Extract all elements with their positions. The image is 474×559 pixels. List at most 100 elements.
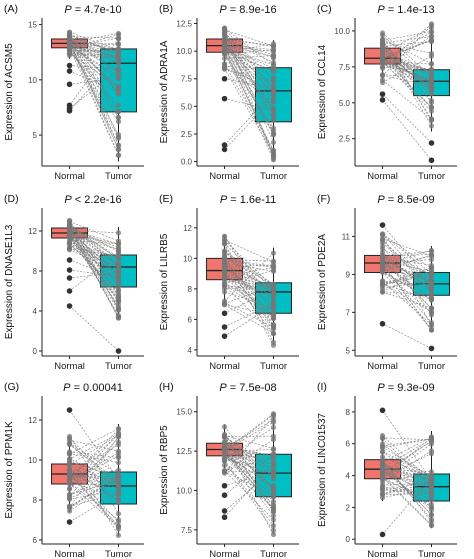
pair-line	[69, 220, 119, 298]
pair-line	[224, 471, 274, 487]
pair-line	[382, 254, 432, 257]
pair-line	[224, 29, 274, 47]
pair-line	[382, 271, 432, 330]
pair-line	[69, 479, 119, 496]
point-normal	[379, 237, 386, 243]
pair-line	[69, 221, 119, 309]
pair-line	[224, 266, 274, 308]
point-tumor	[428, 321, 435, 328]
pair-line	[69, 489, 119, 500]
pair-line	[382, 260, 432, 309]
y-tick-label: 12.5	[176, 447, 192, 456]
pair-line	[382, 438, 432, 449]
point-tumor	[115, 302, 122, 308]
point-tumor	[428, 268, 435, 275]
pair-line	[69, 480, 119, 500]
y-tick-label: 10	[183, 254, 192, 263]
panel-4: (D) P < 2.2e-16 0 4 8 12 Expression of DNASE1L…	[4, 193, 144, 372]
pair-line	[382, 477, 432, 526]
pair-line	[382, 259, 432, 281]
point-normal	[66, 49, 73, 56]
pair-line	[224, 273, 274, 319]
point-normal	[379, 32, 386, 38]
point-normal	[221, 49, 228, 56]
point-tumor	[270, 517, 277, 523]
paired-lines	[69, 220, 119, 352]
pair-line	[69, 230, 119, 275]
x-tick-label-tumor: Tumor	[105, 549, 132, 559]
y-tick-label: 0	[346, 535, 351, 544]
pair-line	[69, 474, 119, 481]
pair-line	[382, 242, 432, 288]
point-normal	[66, 41, 73, 47]
pair-line	[382, 481, 432, 491]
point-tumor	[428, 451, 435, 457]
y-tick-label: 2.5	[339, 135, 351, 144]
pair-line	[69, 243, 119, 270]
pair-line	[224, 449, 274, 510]
point-tumor	[428, 77, 435, 84]
point-tumor	[428, 483, 435, 490]
pair-line	[382, 39, 432, 64]
point-tumor	[270, 47, 277, 53]
point-normal	[221, 446, 228, 452]
sample-points	[379, 21, 435, 164]
point-tumor	[270, 506, 277, 513]
outlier-point	[379, 407, 386, 414]
pair-line	[69, 458, 119, 481]
point-normal	[221, 29, 228, 36]
pair-line	[224, 260, 274, 268]
y-tick-label: 2.5	[181, 130, 193, 139]
point-tumor	[270, 85, 277, 92]
pair-line	[382, 262, 432, 298]
pair-line	[69, 233, 119, 245]
point-normal	[221, 64, 228, 70]
pair-line	[224, 33, 274, 143]
outlier-point	[66, 68, 73, 74]
pair-line	[382, 446, 432, 477]
pair-line	[69, 455, 119, 482]
panel-9: (I) P = 9.3e-09 0 2 4 6 8 Expression of LINC015…	[317, 381, 457, 559]
pair-line	[224, 441, 274, 489]
panel-8: (H) P = 7.5e-08 7.5 10.0 12.5 15.0 Expression …	[159, 381, 299, 559]
y-tick-label: 15.0	[176, 408, 192, 417]
x-tick-label-normal: Normal	[209, 171, 240, 182]
pair-line	[69, 436, 119, 508]
pair-line	[224, 274, 274, 288]
point-tumor	[115, 511, 122, 517]
pair-line	[382, 238, 432, 257]
point-tumor	[115, 500, 122, 506]
pair-line	[224, 461, 274, 531]
point-normal	[379, 468, 386, 474]
pair-line	[224, 258, 274, 319]
pair-line	[382, 56, 432, 108]
pair-line	[382, 224, 432, 284]
pair-line	[69, 234, 119, 287]
pair-line	[382, 23, 432, 68]
pair-line	[382, 250, 432, 265]
pair-line	[382, 471, 432, 481]
point-tumor	[428, 104, 435, 110]
pair-line	[382, 443, 432, 479]
pair-line	[69, 227, 119, 259]
sample-points	[379, 407, 435, 538]
outlier-point	[379, 222, 386, 228]
point-tumor	[115, 45, 122, 52]
x-tick-label-tumor: Tumor	[418, 171, 445, 182]
pair-line	[382, 281, 432, 325]
pair-line	[69, 453, 119, 536]
pair-line	[224, 66, 274, 103]
pair-line	[224, 250, 274, 285]
x-tick-label-normal: Normal	[367, 361, 398, 372]
pair-line	[382, 264, 432, 299]
pair-line	[224, 239, 274, 263]
point-tumor	[270, 417, 277, 423]
point-tumor	[115, 453, 122, 459]
point-tumor	[428, 97, 435, 104]
x-tick-label-normal: Normal	[54, 549, 85, 559]
outlier-point	[66, 407, 73, 413]
point-tumor	[270, 424, 277, 431]
pair-line	[382, 269, 432, 279]
pair-line	[69, 40, 119, 60]
pair-line	[224, 448, 274, 498]
